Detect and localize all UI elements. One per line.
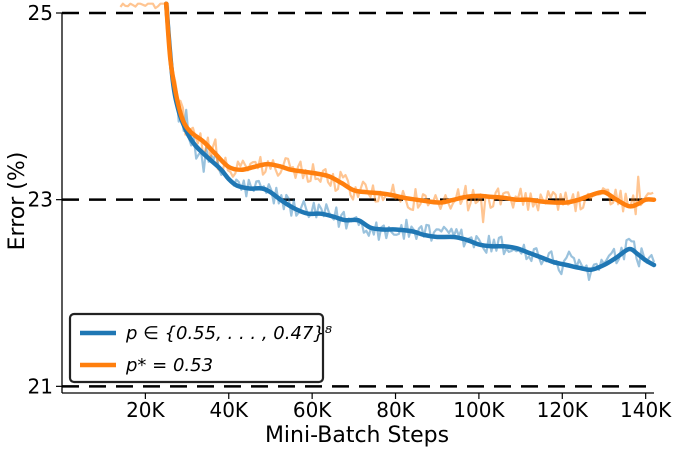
y-axis-ticks: 21 23 25 [28,1,62,398]
x-tick-label: 60K [293,398,332,422]
raw-line-series-0 [165,8,656,281]
x-tick-label: 40K [209,398,248,422]
y-tick-label: 25 [28,1,53,25]
smoothed-line-series-1 [163,1,657,209]
x-tick-label: 120K [537,398,589,422]
axes [61,13,654,394]
x-axis-title: Mini-Batch Steps [265,423,449,448]
x-tick-label: 20K [126,398,165,422]
smoothed-line-series-0 [163,1,657,273]
y-tick-label: 23 [28,188,53,212]
smoothed-series-lines [163,1,657,273]
x-tick-label: 80K [376,398,415,422]
y-tick-label: 21 [28,374,53,398]
x-tick-label: 100K [453,398,505,422]
raw-line-series-1 [119,2,654,224]
y-axis-title: Error (%) [5,152,30,251]
legend-box [68,312,325,384]
reference-lines [62,11,654,388]
legend-label-series-1: p* = 0.53 [125,355,213,376]
legend: p ∈ {0.55, . . . , 0.47}⁸ p* = 0.53 [68,312,332,384]
x-axis-ticks: 20K 40K 60K 80K 100K 120K 140K [126,393,672,422]
x-tick-label: 140K [620,398,672,422]
legend-label-series-0: p ∈ {0.55, . . . , 0.47}⁸ [125,323,332,344]
